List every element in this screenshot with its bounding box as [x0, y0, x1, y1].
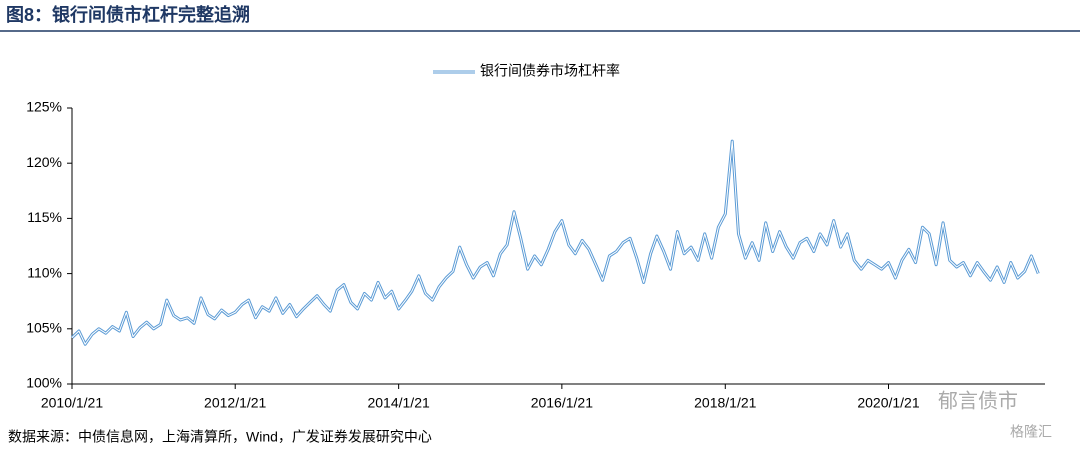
x-tick-label: 2014/1/21: [367, 395, 429, 411]
y-tick-label: 125%: [26, 99, 62, 115]
y-tick-label: 115%: [27, 209, 62, 225]
x-tick-label: 2012/1/21: [204, 395, 266, 411]
legend-label: 银行间债券市场杠杆率: [480, 63, 620, 79]
chart-title: 图8：银行间债市杠杆完整追溯: [6, 4, 250, 25]
y-tick-label: 100%: [26, 375, 62, 391]
y-tick-label: 120%: [26, 154, 62, 170]
watermark: 格隆汇: [1010, 424, 1052, 440]
data-line-highlight: [71, 140, 1039, 345]
x-tick-label: 2010/1/21: [41, 395, 103, 411]
source-note: 数据来源：中债信息网，上海清算所，Wind，广发证券发展研究中心: [8, 429, 432, 445]
x-tick-label: 2016/1/21: [531, 395, 593, 411]
y-tick-label: 110%: [27, 264, 62, 280]
x-tick-label: 2018/1/21: [694, 395, 756, 411]
watermark: 郁言债市: [938, 389, 1018, 412]
y-tick-label: 105%: [26, 320, 62, 336]
x-tick-label: 2020/1/21: [857, 395, 919, 411]
data-line: [70, 139, 1040, 346]
